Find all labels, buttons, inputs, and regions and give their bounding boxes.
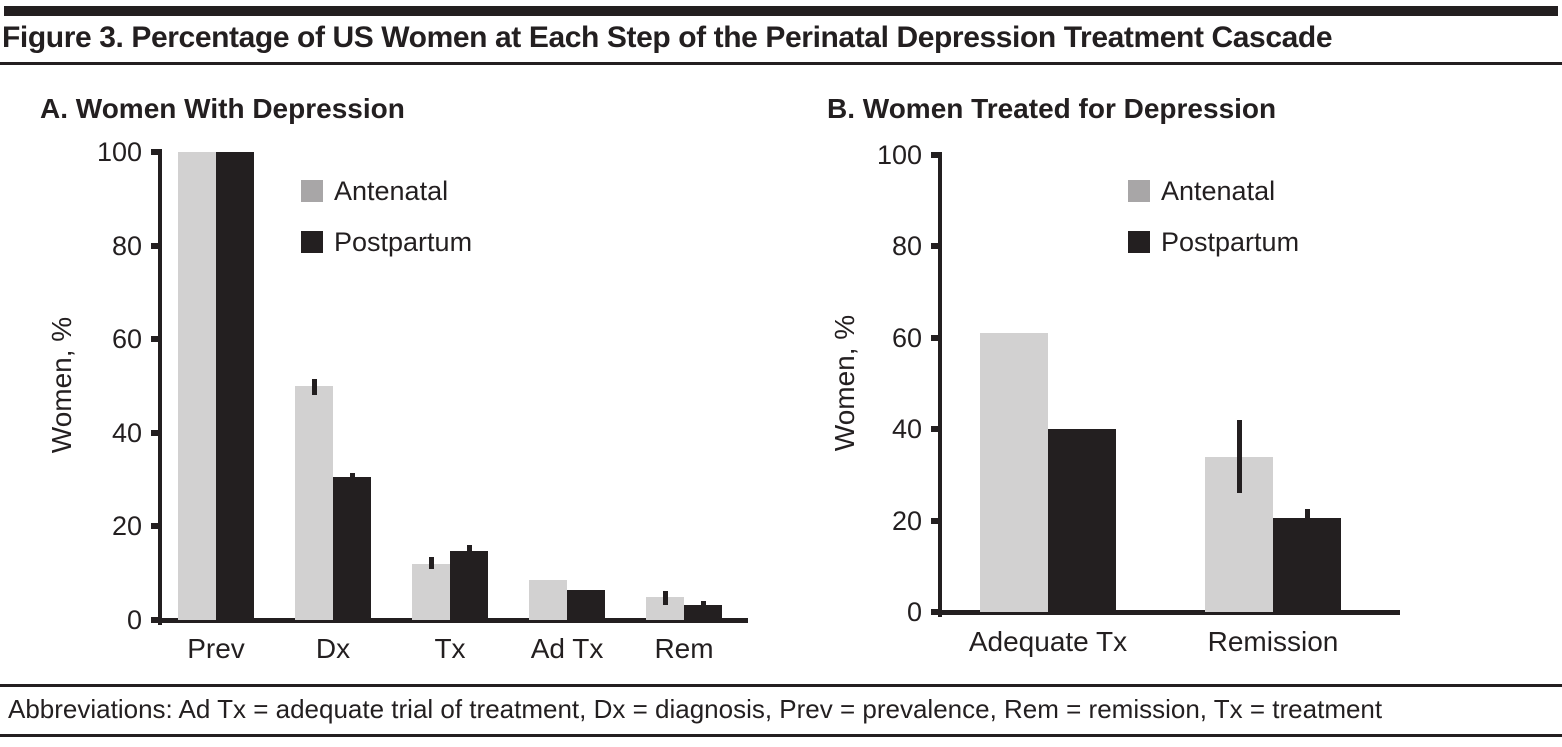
panel-a-x-category-label-rem: Rem [654, 633, 714, 664]
panel-a-y-tick-label: 80 [111, 230, 142, 261]
panel-a-x-category-label-ad-tx: Ad Tx [530, 633, 604, 664]
bar-antenatal-dx [295, 386, 333, 620]
error-bar-antenatal-rem [662, 590, 668, 605]
bar-postpartum-remission [1273, 518, 1341, 612]
panel-b-y-tick-label: 40 [891, 414, 922, 445]
panel-b-x-category-label-adequate-tx: Adequate Tx [968, 626, 1128, 657]
panel-a-y-tick-mark [151, 429, 159, 436]
panel-a-title: A. Women With Depression [40, 93, 405, 124]
panel-b-legend-label-antenatal: Antenatal [1161, 176, 1276, 206]
panel-a-y-tick-mark [151, 336, 159, 343]
bar-postpartum-ad-tx [567, 589, 605, 620]
panel-a-y-tick-label: 0 [126, 605, 142, 635]
panel-b-y-tick-label: 100 [876, 140, 922, 170]
panel-b-title: B. Women Treated for Depression [827, 93, 1277, 124]
bar-postpartum-adequate-tx [1048, 429, 1116, 612]
bar-postpartum-tx [450, 551, 488, 620]
panel-b-legend-swatch-postpartum [1128, 231, 1150, 253]
panel-b-y-axis-line [938, 152, 942, 617]
panel-a-x-axis-line [155, 618, 748, 623]
bar-postpartum-prev [216, 152, 254, 620]
error-bar-antenatal-remission [1236, 420, 1242, 494]
panel-b-y-axis-label: Women, % [829, 314, 860, 452]
panel-a-y-tick-label: 100 [96, 137, 142, 167]
error-bar-postpartum-dx [349, 472, 355, 480]
panel-b-y-tick-mark [931, 517, 939, 524]
footer-divider-bottom [0, 734, 1562, 737]
bar-antenatal-rem [646, 596, 684, 620]
panel-b-x-category-label-remission: Remission [1207, 626, 1339, 657]
panel-a-y-axis-label: Women, % [46, 316, 77, 454]
panel-b-y-tick-mark [931, 426, 939, 433]
panel-a-y-tick-mark [151, 523, 159, 530]
bar-postpartum-dx [333, 477, 371, 620]
bar-antenatal-ad-tx [529, 580, 567, 620]
title-divider [0, 62, 1562, 65]
panel-b-y-tick-label: 20 [891, 505, 922, 536]
error-bar-postpartum-rem [700, 601, 706, 607]
panel-b-y-tick-mark [931, 152, 939, 158]
panel-b-y-tick-label: 60 [891, 322, 922, 353]
panel-a-legend-label-antenatal: Antenatal [334, 176, 449, 206]
bar-antenatal-prev [178, 152, 216, 620]
bar-antenatal-adequate-tx [980, 333, 1048, 612]
panel-b-y-tick-label: 80 [891, 231, 922, 262]
bar-postpartum-rem [684, 604, 722, 620]
panel-a-y-tick-mark [151, 242, 159, 249]
error-bar-postpartum-tx [466, 545, 472, 557]
panel-b-y-tick-mark [931, 243, 939, 250]
panel-a-legend-swatch-antenatal [301, 180, 323, 202]
figure-title: Figure 3. Percentage of US Women at Each… [2, 21, 1333, 54]
error-bar-postpartum-remission [1304, 509, 1310, 523]
abbreviations-note: Abbreviations: Ad Tx = adequate trial of… [8, 694, 1383, 724]
bar-antenatal-tx [412, 563, 450, 620]
panel-a-y-axis-line [158, 149, 162, 625]
panel-a-x-category-label-dx: Dx [315, 633, 351, 664]
panel-a-x-category-label-prev: Prev [187, 633, 245, 664]
panel-b-legend-swatch-antenatal [1128, 180, 1150, 202]
panel-a-y-tick-label: 40 [111, 417, 142, 448]
panel-a-y-tick-label: 60 [111, 324, 142, 355]
panel-b-y-tick-label: 0 [906, 597, 922, 627]
panel-a-legend-swatch-postpartum [301, 231, 323, 253]
error-bar-antenatal-dx [311, 378, 317, 396]
panel-b-x-axis-line [935, 610, 1400, 615]
top-accent-bar [4, 6, 1558, 16]
panel-a-legend-label-postpartum: Postpartum [334, 227, 473, 257]
panel-a-y-tick-mark [151, 149, 159, 155]
panel-a-x-category-label-tx: Tx [434, 633, 466, 664]
panel-b-y-tick-mark [931, 334, 939, 341]
panel-b-legend-label-postpartum: Postpartum [1161, 227, 1300, 257]
panel-a-y-tick-label: 20 [111, 511, 142, 542]
error-bar-antenatal-tx [428, 556, 434, 569]
footer-divider-top [0, 684, 1562, 687]
